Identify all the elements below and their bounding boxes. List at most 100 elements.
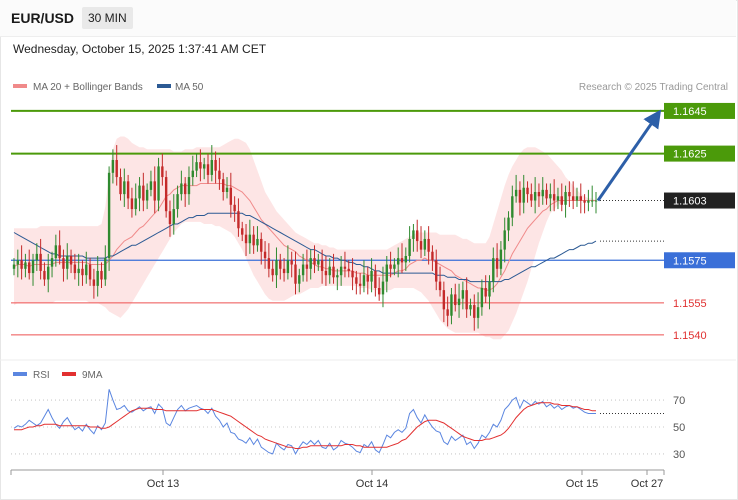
candle-body — [419, 241, 423, 250]
candle-body — [560, 196, 563, 205]
candle-body — [366, 275, 369, 282]
candle-body — [301, 264, 305, 276]
candle-body — [568, 192, 571, 197]
candle-body — [77, 268, 80, 274]
candle-body — [583, 200, 586, 203]
candle-body — [176, 194, 179, 210]
candle-body — [427, 238, 430, 252]
candle-body — [39, 253, 42, 271]
candle-body — [381, 281, 385, 295]
resistance-tag-0 — [664, 102, 735, 119]
candle-body — [100, 270, 103, 280]
candle-body — [457, 298, 461, 306]
candle-body — [362, 275, 366, 286]
candle-body — [442, 290, 446, 310]
candle-body — [389, 264, 392, 269]
ma50-legend-swatch — [157, 84, 171, 88]
candle-body — [115, 160, 118, 178]
rsi-legend-swatch — [13, 372, 27, 376]
candle-body — [31, 260, 35, 274]
candle-body — [149, 181, 153, 190]
candle-body — [412, 230, 415, 239]
candle-body — [241, 228, 244, 235]
candle-body — [313, 258, 316, 265]
candle-body — [480, 288, 484, 308]
candle-body — [305, 264, 309, 269]
candle-body — [393, 264, 396, 269]
support-label-5: 1.1540 — [673, 330, 707, 342]
candle-body — [499, 249, 503, 269]
candle-body — [431, 251, 434, 261]
candle-body — [347, 268, 350, 271]
candle-body — [336, 275, 339, 278]
candle-body — [260, 238, 263, 252]
candle-body — [370, 270, 373, 282]
candle-body — [195, 162, 198, 171]
candle-body — [438, 281, 442, 291]
candle-body — [416, 230, 419, 242]
candle-body — [404, 256, 408, 263]
candle-body — [218, 170, 221, 180]
candle-body — [511, 196, 514, 218]
x-tick-label-3: Oct 27 — [631, 478, 663, 490]
candle-body — [12, 264, 16, 269]
candle-body — [153, 181, 156, 201]
candle-body — [294, 264, 297, 284]
rsi-ma-line — [14, 402, 596, 449]
datetime-label: Wednesday, October 15, 2025 1:37:41 AM C… — [13, 42, 267, 56]
ma50-legend-label: MA 50 — [175, 82, 204, 93]
candle-body — [130, 198, 134, 210]
candle-body — [180, 183, 183, 195]
candle-body — [377, 288, 381, 295]
candle-body — [339, 266, 343, 276]
candle-body — [328, 266, 331, 276]
header-bar: EUR/USD 30 MIN — [0, 0, 736, 37]
candle-body — [282, 268, 286, 274]
candle-body — [92, 279, 96, 286]
symbol-label[interactable]: EUR/USD — [11, 10, 75, 26]
candle-body — [134, 198, 137, 210]
candle-body — [590, 200, 594, 202]
candle-body — [96, 270, 99, 286]
candle-body — [229, 187, 233, 205]
candle-body — [552, 194, 556, 201]
candle-body — [199, 162, 202, 169]
candle-body — [69, 256, 73, 265]
support-label-4: 1.1555 — [673, 298, 707, 310]
candle-body — [210, 160, 214, 175]
last-price-tag-label: 1.1603 — [673, 196, 707, 208]
candle-body — [104, 258, 107, 280]
candle-body — [142, 185, 145, 201]
candle-body — [58, 245, 61, 259]
candle-body — [435, 260, 438, 282]
candle-body — [488, 281, 491, 297]
candle-body — [290, 260, 293, 265]
rsi-tick-label-1: 50 — [673, 422, 685, 434]
candle-body — [549, 194, 552, 199]
candle-body — [298, 275, 301, 284]
candle-body — [222, 179, 225, 192]
candle-body — [214, 160, 217, 171]
candle-body — [514, 189, 518, 197]
candle-body — [400, 258, 404, 263]
candle-body — [556, 196, 560, 201]
timeframe-button[interactable]: 30 MIN — [82, 7, 133, 29]
candle-body — [564, 192, 567, 205]
rsi-tick-label-2: 30 — [673, 449, 685, 461]
candle-body — [183, 183, 187, 195]
candle-body — [248, 234, 252, 244]
candle-body — [233, 204, 236, 212]
candle-body — [507, 217, 510, 231]
rsi-legend-label: RSI — [33, 370, 50, 381]
candle-body — [267, 258, 271, 269]
candle-body — [503, 230, 506, 250]
ma20-legend-label: MA 20 + Bollinger Bands — [33, 82, 143, 93]
ma50-line — [13, 212, 597, 283]
candle-body — [309, 258, 312, 269]
candle-body — [164, 177, 168, 212]
projection-arrow — [596, 109, 662, 202]
candle-body — [119, 177, 122, 195]
candle-body — [332, 266, 335, 278]
candle-body — [423, 238, 427, 250]
